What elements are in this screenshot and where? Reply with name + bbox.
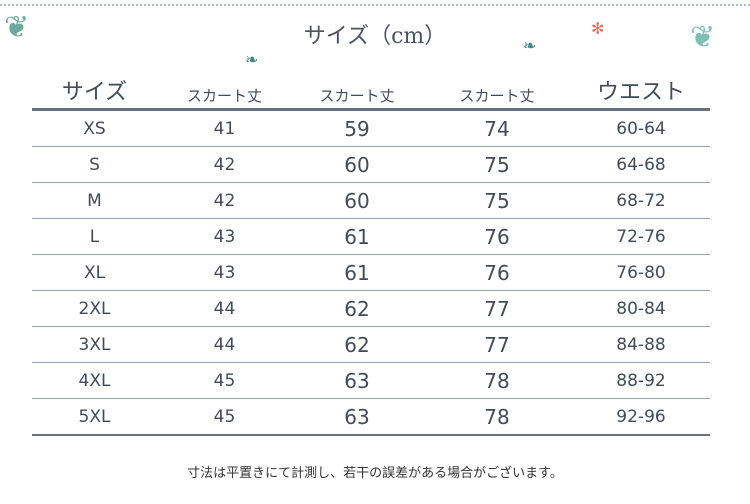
table-cell: 43	[157, 218, 292, 255]
branch-decoration-icon: ❦	[4, 10, 30, 45]
page-title: サイズ（cm）	[303, 24, 447, 49]
table-cell: 78	[422, 398, 572, 436]
table-cell: 64-68	[572, 146, 710, 183]
table-cell: 45	[157, 398, 292, 436]
table-cell: 88-92	[572, 362, 710, 399]
table-cell: 74	[422, 109, 572, 147]
table-cell: 92-96	[572, 398, 710, 436]
table-cell: 63	[292, 362, 422, 399]
table-cell: 44	[157, 290, 292, 327]
table-cell: 44	[157, 326, 292, 363]
branch-decoration-icon: ❦	[690, 20, 716, 55]
table-cell: 60-64	[572, 109, 710, 147]
table-cell: 5XL	[32, 398, 157, 436]
leaf-decoration-icon: ❧	[245, 50, 259, 69]
column-header: スカート丈	[292, 72, 422, 111]
table-row: S 42 60 75 64-68	[32, 146, 710, 183]
table-cell: L	[32, 218, 157, 255]
table-row: XS 41 59 74 60-64	[32, 109, 710, 147]
table-cell: 2XL	[32, 290, 157, 327]
table-row: 4XL 45 63 78 88-92	[32, 362, 710, 399]
table-cell: S	[32, 146, 157, 183]
table-cell: 84-88	[572, 326, 710, 363]
table-cell: 63	[292, 398, 422, 436]
table-cell: 72-76	[572, 218, 710, 255]
table-row: L 43 61 76 72-76	[32, 218, 710, 255]
table-cell: 42	[157, 146, 292, 183]
table-cell: 76-80	[572, 254, 710, 291]
table-cell: 60	[292, 182, 422, 219]
table-row: 3XL 44 62 77 84-88	[32, 326, 710, 363]
table-row: 2XL 44 62 77 80-84	[32, 290, 710, 327]
table-cell: 62	[292, 326, 422, 363]
table-cell: 75	[422, 146, 572, 183]
measurement-note: 寸法は平置きにて計測し、若干の誤差がある場合がございます。	[187, 466, 563, 481]
table-row: 5XL 45 63 78 92-96	[32, 398, 710, 436]
column-header: サイズ	[32, 72, 157, 111]
table-cell: 76	[422, 254, 572, 291]
table-cell: 4XL	[32, 362, 157, 399]
table-cell: 41	[157, 109, 292, 147]
table-cell: 45	[157, 362, 292, 399]
column-header: スカート丈	[422, 72, 572, 111]
table-cell: 78	[422, 362, 572, 399]
table-cell: 75	[422, 182, 572, 219]
table-cell: 62	[292, 290, 422, 327]
table-cell: 60	[292, 146, 422, 183]
table-cell: M	[32, 182, 157, 219]
table-cell: 42	[157, 182, 292, 219]
table-cell: 59	[292, 109, 422, 147]
table-row: XL 43 61 76 76-80	[32, 254, 710, 291]
table-cell: 61	[292, 254, 422, 291]
flower-decoration-icon: ✻	[591, 19, 605, 38]
table-cell: 3XL	[32, 326, 157, 363]
table-cell: XL	[32, 254, 157, 291]
table-header-row: サイズ スカート丈 スカート丈 スカート丈 ウエスト	[32, 72, 710, 111]
dotted-divider	[0, 4, 750, 6]
column-header: ウエスト	[572, 72, 710, 111]
table-cell: 61	[292, 218, 422, 255]
table-cell: 43	[157, 254, 292, 291]
column-header: スカート丈	[157, 72, 292, 111]
table-cell: 68-72	[572, 182, 710, 219]
size-table: サイズ スカート丈 スカート丈 スカート丈 ウエスト XS 41 59 74 60-64…	[32, 72, 710, 436]
table-cell: 77	[422, 290, 572, 327]
table-cell: 77	[422, 326, 572, 363]
table-row: M 42 60 75 68-72	[32, 182, 710, 219]
table-cell: 76	[422, 218, 572, 255]
table-cell: 80-84	[572, 290, 710, 327]
leaf-decoration-icon: ❧	[523, 36, 537, 55]
table-cell: XS	[32, 109, 157, 147]
